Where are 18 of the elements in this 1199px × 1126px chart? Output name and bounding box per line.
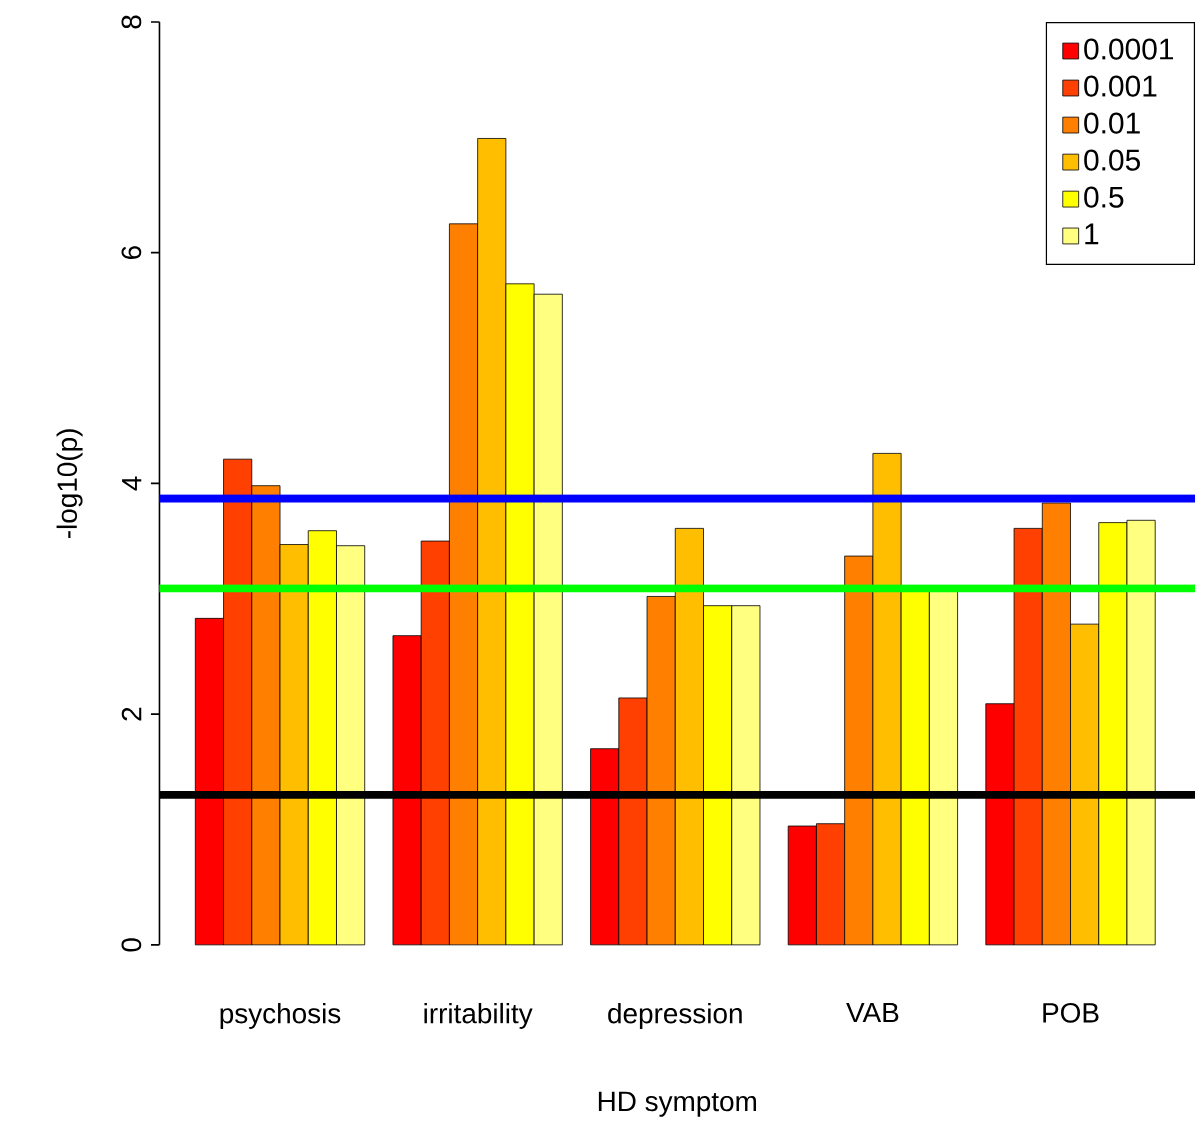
y-tick-label: 8 [121,15,142,29]
y-tick-label: 6 [121,246,142,259]
y-tick-label: 4 [122,476,142,491]
legend-label: 0.0001 [1084,38,1174,60]
legend-label: 0.001 [1084,75,1157,97]
legend-label: 0.5 [1084,186,1124,208]
x-tick-label: POB [1043,1002,1099,1023]
legend-label: 0.01 [1084,112,1140,134]
x-tick-label: VAB [846,1002,899,1023]
x-tick-label: irritability [424,1002,533,1029]
x-tick-label: psychosis [220,1002,341,1029]
legend-label: 0.05 [1084,149,1140,171]
y-tick-label: 2 [121,707,142,721]
y-axis-title: -log10(p) [56,429,83,538]
x-axis-title: HD symptom [598,1091,756,1117]
y-tick-label: 0 [121,938,142,952]
x-tick-label: depression [608,1002,742,1029]
legend-label: 1 [1085,223,1099,245]
